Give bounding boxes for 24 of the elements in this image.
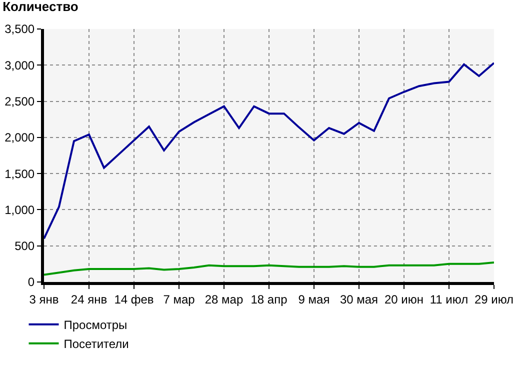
x-tick-label: 9 мая	[298, 292, 330, 306]
x-tick-label: 30 мая	[340, 292, 378, 306]
y-tick-label: 3,000	[4, 58, 35, 72]
y-tick-label: 1,500	[4, 166, 35, 181]
x-tick-label: 11 июл	[430, 292, 468, 306]
legend-label: Посетители	[64, 337, 129, 352]
y-tick-label: 3,500	[4, 22, 35, 36]
x-tick-label: 3 янв	[29, 292, 59, 306]
legend-label: Просмотры	[64, 318, 128, 332]
x-tick-label: 7 мар	[163, 292, 196, 306]
line-series	[44, 62, 494, 240]
y-tick-label: 2,000	[4, 130, 35, 145]
y-tick-label: 0	[28, 275, 35, 290]
x-tick-label: 18 апр	[250, 292, 288, 306]
y-tick-label: 2,500	[4, 94, 35, 108]
x-tick-label: 24 янв	[70, 292, 108, 306]
x-tick-label: 28 мар	[204, 292, 244, 306]
y-tick-label: 1,000	[4, 202, 35, 217]
y-tick-label: 500	[14, 239, 35, 254]
x-tick-label: 14 фев	[114, 292, 154, 306]
x-tick-label: 20 июн	[384, 292, 424, 306]
line-series	[44, 261, 494, 276]
x-tick-label: 29 июл	[474, 292, 514, 306]
chart-title: Количество	[2, 0, 78, 14]
